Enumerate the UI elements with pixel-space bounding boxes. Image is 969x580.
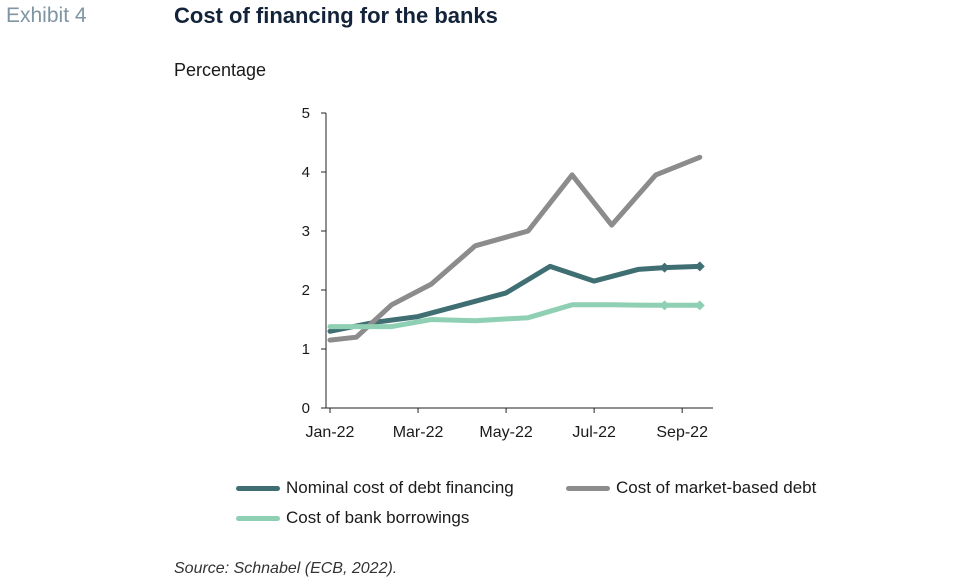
legend-swatch-nominal [236,485,280,491]
line-chart: 0 1 2 3 4 5 Jan-22 Mar-22 May-22 Jul-22 Sep-22 [302,105,713,441]
series-marker-0-9 [694,261,705,272]
x-tick-label-3: Jul-22 [572,424,616,441]
legend-swatch-market [566,485,610,491]
x-tick-label-4: Sep-22 [656,424,708,441]
series-line-1 [327,154,703,343]
source-note: Source: Schnabel (ECB, 2022). [174,560,398,577]
series-line-0 [327,263,703,334]
y-tick-label-2: 2 [302,282,310,299]
y-tick-label-1: 1 [302,341,310,358]
axes: 0 1 2 3 4 5 Jan-22 Mar-22 May-22 Jul-22 Sep-22 [302,105,713,441]
y-unit-label: Percentage [174,60,267,80]
chart-title: Cost of financing for the banks [174,3,498,28]
x-tick-label-2: May-22 [479,424,532,441]
x-tick-label-0: Jan-22 [306,424,355,441]
series-marker-2-9 [694,300,705,311]
y-tick-label-5: 5 [302,105,310,122]
exhibit-label: Exhibit 4 [6,4,87,27]
series-marker-2-8 [659,300,670,311]
y-tick-label-4: 4 [302,164,310,181]
legend-item-market: Cost of market-based debt [566,478,816,498]
y-tick-label-0: 0 [302,400,310,417]
series-lines [327,154,705,343]
legend-label-market: Cost of market-based debt [616,478,817,497]
legend-label-nominal: Nominal cost of debt financing [286,478,514,497]
series-marker-0-8 [659,262,670,273]
legend-item-nominal: Nominal cost of debt financing [236,478,514,498]
legend-item-bank: Cost of bank borrowings [236,508,469,528]
legend-label-bank: Cost of bank borrowings [286,508,470,527]
y-tick-label-3: 3 [302,223,310,240]
x-tick-label-1: Mar-22 [393,424,444,441]
legend-swatch-bank [236,515,280,521]
